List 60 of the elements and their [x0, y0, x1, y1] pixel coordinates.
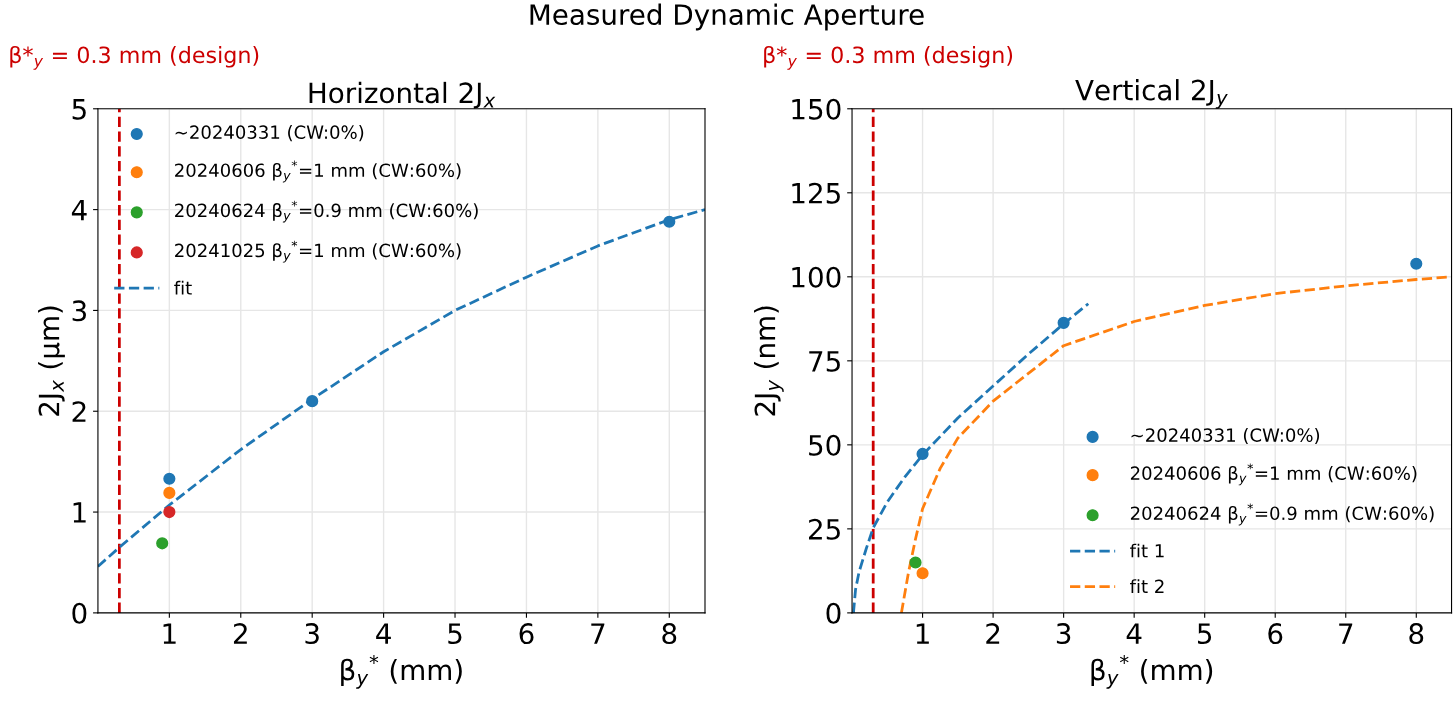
y-tick-label: 0: [826, 602, 841, 624]
point: [163, 472, 176, 485]
point: [909, 556, 922, 569]
legend-label: fit: [174, 280, 192, 295]
x-tick-label: 2: [986, 623, 1000, 644]
x-tick-label: 5: [448, 623, 462, 645]
x-axis-title: β$_{y}$$^{*}$ (mm): [1091, 655, 1213, 689]
x-tick-label: 4: [376, 623, 391, 644]
point: [163, 486, 176, 499]
text: Measured Dynamic Aperture: [530, 3, 924, 31]
y-tick-label: 50: [809, 434, 841, 456]
chart-title: Horizontal 2J$_{x}$: [309, 81, 496, 109]
x-tick-label: 1: [163, 623, 176, 644]
y-tick-label: 3: [72, 300, 86, 322]
chart-title: Vertical 2J$_{y}$: [1075, 79, 1228, 109]
legend-label: ~20240331 (CW:0%): [175, 125, 364, 142]
legend-label: 20241025 β$_{y}$$^{*}$=1 mm (CW:60%): [175, 240, 461, 263]
ref-line-label: β*$_{y}$ = 0.3 mm (design): [10, 45, 259, 70]
ref-line-label: β*$_{y}$ = 0.3 mm (design): [764, 45, 1013, 70]
point: [156, 537, 169, 550]
y-tick-label: 150: [792, 98, 841, 120]
point: [916, 567, 929, 580]
legend-label: fit 1: [1130, 543, 1164, 558]
legend-label: 20240606 β$_{y}$$^{*}$=1 mm (CW:60%): [175, 160, 461, 183]
y-tick-label: 100: [792, 266, 841, 288]
x-axis-title: β$_{y}$$^{*}$ (mm): [341, 655, 462, 689]
y-axis-title: 2J$_{y}$ (nm): [754, 306, 784, 416]
y-tick-label: 25: [809, 518, 840, 540]
legend-label: 20240606 β$_{y}$$^{*}$=1 mm (CW:60%): [1130, 463, 1417, 486]
x-tick-label: 8: [1409, 623, 1424, 645]
y-tick-label: 0: [72, 602, 87, 624]
x-tick-label: 6: [1268, 623, 1283, 645]
y-tick-label: 1: [73, 502, 86, 523]
legend-label: ~20240331 (CW:0%): [1131, 427, 1320, 445]
x-tick-label: 2: [233, 623, 247, 644]
x-tick-label: 8: [662, 623, 677, 645]
x-tick-label: 3: [1056, 623, 1071, 645]
line-series: [852, 302, 1090, 613]
y-tick-label: 75: [809, 351, 840, 372]
x-tick-label: 4: [1126, 623, 1142, 644]
x-tick-label: 3: [305, 623, 319, 645]
point: [163, 505, 176, 519]
y-axis-title: 2J$_{x}$ (μm): [38, 306, 65, 416]
y-tick-label: 4: [71, 199, 87, 221]
x-tick-label: 6: [519, 623, 534, 645]
point: [1410, 257, 1423, 270]
point: [916, 447, 929, 460]
y-tick-label: 2: [72, 401, 86, 422]
x-tick-label: 7: [1339, 623, 1353, 644]
point: [663, 215, 676, 228]
x-tick-label: 7: [591, 623, 605, 644]
y-tick-label: 5: [72, 99, 86, 120]
y-tick-label: 125: [792, 182, 840, 204]
point: [306, 395, 319, 408]
legend-label: 20240624 β$_{y}$$^{*}$=0.9 mm (CW:60%): [175, 200, 478, 223]
legend-label: 20240624 β$_{y}$$^{*}$=0.9 mm (CW:60%): [1130, 503, 1434, 526]
legend-label: fit 2: [1130, 579, 1164, 593]
point: [1057, 316, 1070, 329]
x-tick-label: 5: [1198, 623, 1212, 645]
x-tick-label: 1: [916, 623, 929, 644]
